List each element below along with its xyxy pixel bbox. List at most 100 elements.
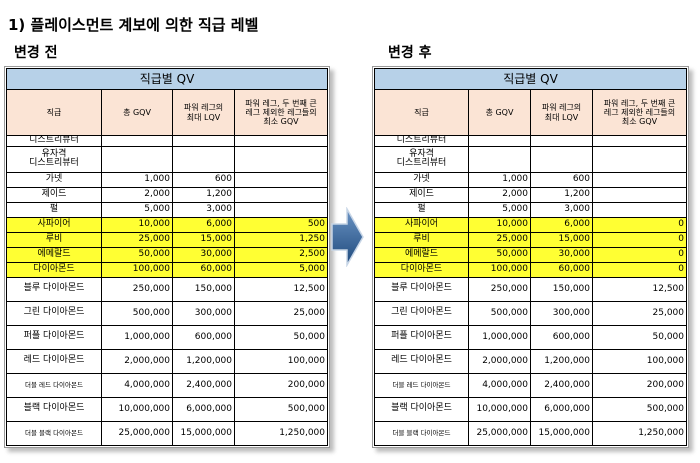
before-gqv-cell: 250,000 [101,276,173,302]
after-table-row: 가넷 1,000 600 [374,171,687,188]
after-gqv-cell: 25,000 [468,231,531,248]
after-gqv-cell [468,135,531,147]
before-min-cell: 500,000 [234,396,328,422]
after-table-row: 블랙 다이아몬드 10,000,000 6,000,000 500,000 [374,396,687,422]
before-min-cell [234,201,328,218]
after-min-cell: 0 [592,231,687,248]
before-lqv-cell [172,145,235,173]
before-rank-cell: 그린 다이아몬드 [6,300,102,326]
before-min-cell: 12,500 [234,276,328,302]
after-rank-cell: 사파이어 [374,216,469,233]
after-rank-cell: 다이아몬드 [374,261,469,278]
before-rank-cell: 퍼플 다이아몬드 [6,324,102,350]
before-table-row: 사파이어 10,000 6,000 500 [6,216,328,233]
before-gqv-cell: 2,000 [101,186,173,203]
before-table-row: 블랙 다이아몬드 10,000,000 6,000,000 500,000 [6,396,328,422]
before-lqv-cell: 2,400,000 [172,372,235,398]
after-lqv-cell: 300,000 [530,300,593,326]
before-gqv-cell: 4,000,000 [101,372,173,398]
before-table-row: 펄 5,000 3,000 [6,201,328,218]
page-title: 1) 플레이스먼트 계보에 의한 직급 레벨 [8,16,259,34]
before-rank-cell: 블랙 다이아몬드 [6,396,102,422]
before-lqv-cell: 15,000 [172,231,235,248]
before-column-header: 파워 레그, 두 번째 큰 레그 제외한 레그들의 최소 GQV [234,89,328,136]
after-lqv-cell: 15,000 [530,231,593,248]
after-column-header: 총 GQV [468,89,531,136]
before-rank-cell: 가넷 [6,171,102,188]
before-table-row: 더블 레드 다이아몬드 4,000,000 2,400,000 200,000 [6,372,328,398]
after-min-cell: 25,000 [592,300,687,326]
after-gqv-cell: 2,000 [468,186,531,203]
after-gqv-cell: 4,000,000 [468,372,531,398]
after-lqv-cell: 3,000 [530,201,593,218]
before-gqv-cell: 25,000,000 [101,420,173,446]
after-rank-cell: 펄 [374,201,469,218]
after-min-cell [592,145,687,173]
after-min-cell: 500,000 [592,396,687,422]
after-table-caption: 직급별 QV [374,68,687,90]
after-lqv-cell: 600 [530,171,593,188]
after-lqv-cell: 60,000 [530,261,593,278]
before-gqv-cell: 2,000,000 [101,348,173,374]
before-lqv-cell: 1,200 [172,186,235,203]
after-lqv-cell: 600,000 [530,324,593,350]
after-gqv-cell: 2,000,000 [468,348,531,374]
before-lqv-cell: 3,000 [172,201,235,218]
after-rank-cell: 가넷 [374,171,469,188]
after-gqv-cell: 50,000 [468,246,531,263]
after-gqv-cell: 5,000 [468,201,531,218]
before-table-row: 유자격 디스트리뷰터 [6,145,328,173]
before-rank-cell: 다이아몬드 [6,261,102,278]
after-min-cell: 200,000 [592,372,687,398]
before-min-cell: 2,500 [234,246,328,263]
after-table-row: 다이아몬드 100,000 60,000 0 [374,261,687,278]
before-gqv-cell: 100,000 [101,261,173,278]
after-rank-cell: 퍼플 다이아몬드 [374,324,469,350]
before-gqv-cell: 500,000 [101,300,173,326]
before-table-row: 더블 블랙 다이아몬드 25,000,000 15,000,000 1,250,000 [6,420,328,446]
after-column-header: 파워 레그, 두 번째 큰 레그 제외한 레그들의 최소 GQV [592,89,687,136]
before-rank-cell: 제이드 [6,186,102,203]
after-lqv-cell: 150,000 [530,276,593,302]
before-table-caption: 직급별 QV [6,68,328,90]
after-rank-cell: 블루 다이아몬드 [374,276,469,302]
after-rank-cell: 더블 블랙 다이아몬드 [374,420,469,446]
after-label: 변경 후 [388,45,432,61]
before-lqv-cell: 600 [172,171,235,188]
after-rank-cell: 그린 다이아몬드 [374,300,469,326]
before-lqv-cell: 15,000,000 [172,420,235,446]
after-table-row: 에메랄드 50,000 30,000 0 [374,246,687,263]
before-caption-row: 직급별 QV [6,68,328,90]
after-lqv-cell [530,135,593,147]
before-min-cell [234,145,328,173]
before-gqv-cell: 10,000,000 [101,396,173,422]
before-label: 변경 전 [14,45,58,61]
before-min-cell [234,186,328,203]
before-gqv-cell: 50,000 [101,246,173,263]
after-lqv-cell: 1,200 [530,186,593,203]
after-rank-cell: 에메랄드 [374,246,469,263]
before-gqv-cell: 5,000 [101,201,173,218]
after-min-cell: 0 [592,261,687,278]
after-lqv-cell: 1,200,000 [530,348,593,374]
before-table-row: 에메랄드 50,000 30,000 2,500 [6,246,328,263]
before-min-cell: 100,000 [234,348,328,374]
before-column-header-label: 파워 레그의 최대 LQV [183,103,224,122]
after-column-header-label: 파워 레그, 두 번째 큰 레그 제외한 레그들의 최소 GQV [603,98,676,127]
before-gqv-cell: 10,000 [101,216,173,233]
after-table: 직급별 QV 직급 총 GQV 파워 레그의 최대 LQV 파워 레그, 두 번째 큰 … [374,68,687,446]
before-rank-cell: 디스트리뷰터 [6,135,102,147]
before-gqv-cell [101,135,173,147]
before-rank-cell: 블루 다이아몬드 [6,276,102,302]
before-min-cell: 500 [234,216,328,233]
after-rank-cell: 블랙 다이아몬드 [374,396,469,422]
after-table-row: 더블 블랙 다이아몬드 25,000,000 15,000,000 1,250,000 [374,420,687,446]
before-min-cell [234,171,328,188]
after-rank-cell: 더블 레드 다이아몬드 [374,372,469,398]
before-lqv-cell: 6,000,000 [172,396,235,422]
after-rank-cell: 디스트리뷰터 [374,135,469,147]
after-table-row: 블루 다이아몬드 250,000 150,000 12,500 [374,276,687,302]
before-gqv-cell: 1,000,000 [101,324,173,350]
after-column-header-label: 총 GQV [485,107,514,117]
before-lqv-cell: 300,000 [172,300,235,326]
